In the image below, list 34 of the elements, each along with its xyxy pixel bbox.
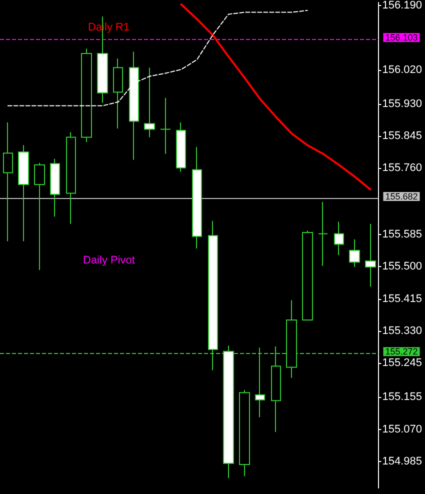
y-tick-label: 156.190	[382, 0, 422, 12]
y-tick-label: 155.415	[382, 292, 422, 305]
annotation: Daily Pivot	[83, 254, 135, 266]
candlestick	[318, 201, 328, 266]
ref-line-label: 155.272	[385, 346, 418, 357]
candlestick	[3, 122, 13, 242]
y-tick-label: 155.585	[382, 228, 422, 240]
y-tick-label: 155.930	[382, 98, 422, 110]
y-tick-label: 155.500	[382, 260, 422, 273]
y-tick-label: 155.245	[382, 357, 422, 370]
y-tick-label: 155.070	[382, 423, 422, 436]
candlestick	[334, 221, 344, 256]
candlestick	[66, 132, 76, 224]
y-tick-label: 155.330	[382, 324, 422, 337]
y-tick-label: 154.985	[382, 456, 422, 468]
candlestick	[50, 158, 60, 218]
candlestick	[18, 144, 29, 242]
candlestick	[302, 230, 313, 320]
candlestick	[176, 122, 186, 172]
y-tick-label: 155.155	[382, 391, 422, 404]
y-tick-label: 155.760	[382, 162, 422, 174]
candlestick	[160, 97, 171, 154]
candlestick	[81, 48, 92, 143]
ref-line-label: 155.682	[385, 192, 418, 202]
y-tick-label: 156.020	[382, 64, 422, 76]
candlestick	[239, 389, 250, 477]
candlestick	[365, 223, 376, 288]
candlestick	[192, 146, 202, 249]
ref-line-label: 156.103	[385, 32, 418, 43]
y-tick-label: 155.845	[382, 130, 422, 142]
candlestick	[34, 162, 45, 271]
line-series	[180, 3, 372, 190]
candlestick	[113, 58, 123, 129]
candlestick	[349, 238, 360, 268]
